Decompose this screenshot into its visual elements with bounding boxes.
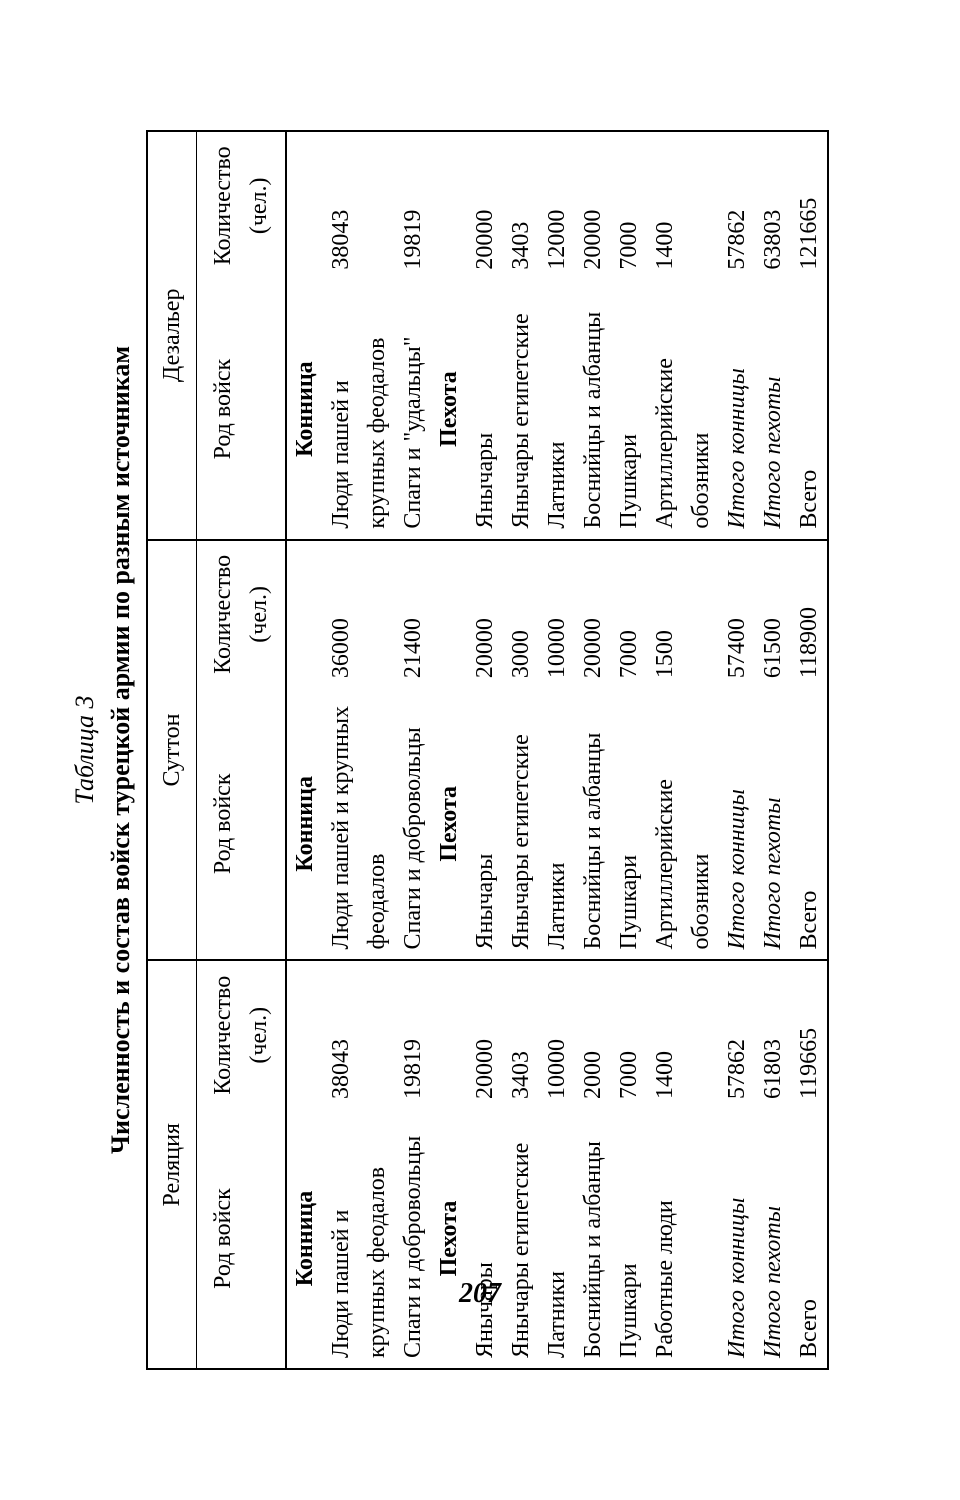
table-row: Пушкари 7000 Пушкари 7000 Пушкари 7000 [611, 131, 647, 1369]
table-title: Численность и состав войск турецкой арми… [106, 130, 136, 1370]
table-header-columns: Род войск Количество (чел.) Род войск Ко… [197, 131, 287, 1369]
col-type-1: Род войск [197, 1109, 287, 1369]
table-number: Таблица 3 [70, 130, 100, 1370]
col-type-2: Род войск [197, 688, 287, 960]
rotated-content: Таблица 3 Численность и состав войск тур… [0, 0, 960, 1500]
table-row: Янычары египетские 3403 Янычары египетск… [503, 131, 539, 1369]
source-header-2: Суттон [147, 540, 197, 961]
col-count-2: Количество (чел.) [197, 540, 287, 689]
table-header-sources: Реляция Суттон Дезальер [147, 131, 197, 1369]
army-composition-table: Реляция Суттон Дезальер Род войск Количе… [146, 130, 829, 1370]
table-row: Боснийцы и албанцы 2000 Боснийцы и албан… [575, 131, 611, 1369]
source-header-1: Реляция [147, 960, 197, 1369]
table-row: Спаги и добровольцы 19819 Спаги и добров… [395, 131, 431, 1369]
col-count-3: Количество (чел.) [197, 131, 287, 280]
section-cavalry: Конница Конница Конница [286, 131, 323, 1369]
col-type-3: Род войск [197, 280, 287, 540]
table-row: Итого пехоты 61803 Итого пехоты 61500 Ит… [755, 131, 791, 1369]
table-row: Итого конницы 57862 Итого конницы 57400 … [719, 131, 755, 1369]
table-row: Латники 10000 Латники 10000 Латники 1200… [539, 131, 575, 1369]
table-row-total: Всего 119665 Всего 118900 Всего 121665 [791, 131, 828, 1369]
source-header-3: Дезальер [147, 131, 197, 540]
col-count-1: Количество (чел.) [197, 960, 287, 1109]
section-infantry: Пехота Пехота Пехота [431, 131, 467, 1369]
table-row: Люди пашей и крупных феодалов 38043 Люди… [323, 131, 395, 1369]
table-row: Янычары 20000 Янычары 20000 Янычары 2000… [467, 131, 503, 1369]
table-row: Работные люди 1400 Артиллерийские обозни… [647, 131, 719, 1369]
